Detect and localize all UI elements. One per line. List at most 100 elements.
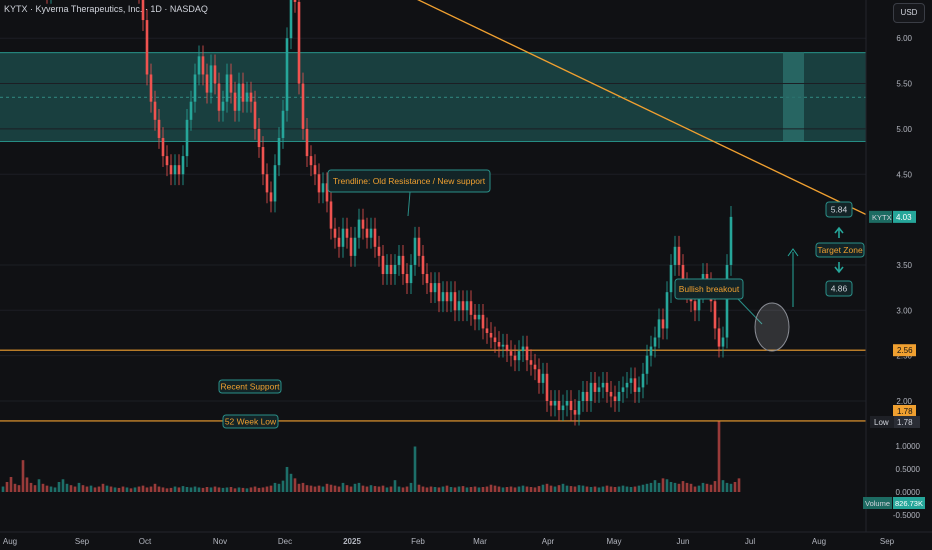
support-price-value: 1.78: [897, 407, 913, 416]
volume-bar: [77, 482, 81, 492]
candle: [521, 346, 525, 352]
volume-bar: [273, 482, 277, 492]
volume-bar: [145, 487, 149, 492]
candle: [353, 237, 357, 256]
volume-bar: [45, 485, 49, 492]
volume-bar: [5, 481, 9, 492]
x-tick-label: Nov: [213, 537, 227, 546]
volume-bar: [69, 485, 73, 492]
last-price-value: 4.03: [896, 213, 912, 222]
candle: [317, 174, 321, 193]
volume-bar: [353, 483, 357, 492]
volume-tag-name: Volume: [865, 499, 890, 508]
candle: [185, 119, 189, 157]
candle: [221, 101, 225, 111]
candle: [397, 255, 401, 265]
volume-bar: [165, 488, 169, 492]
candle: [201, 56, 205, 75]
volume-bar: [637, 485, 641, 492]
candle: [281, 110, 285, 138]
candle: [681, 264, 685, 284]
candle: [673, 246, 677, 265]
volume-bar: [313, 486, 317, 492]
candle: [153, 101, 157, 120]
volume-bar: [681, 481, 685, 492]
candle: [277, 137, 281, 166]
volume-bar: [253, 486, 257, 492]
support-price-value: 2.56: [897, 346, 913, 355]
volume-bar: [469, 486, 473, 492]
volume-bar: [737, 478, 741, 492]
volume-tick-label: 1.0000: [896, 442, 921, 451]
candle: [541, 373, 545, 383]
volume-bar: [249, 487, 253, 492]
low-52w-label: 52 Week Low: [225, 417, 277, 427]
candle: [677, 246, 681, 265]
candle: [337, 237, 341, 247]
volume-bar: [533, 487, 537, 492]
volume-bar: [317, 485, 321, 492]
candle: [417, 237, 421, 256]
x-tick-label: Sep: [75, 537, 90, 546]
volume-bar: [537, 486, 541, 492]
volume-bar: [97, 486, 101, 492]
candle: [557, 401, 561, 411]
volume-bar: [621, 485, 625, 492]
volume-bar: [397, 486, 401, 492]
price-tag-name: Low: [874, 418, 889, 427]
candle: [285, 38, 289, 111]
candle: [545, 373, 549, 401]
x-tick-label: Oct: [139, 537, 152, 546]
volume-bar: [245, 488, 249, 492]
volume-bar: [265, 486, 269, 492]
candle: [373, 228, 377, 247]
y-tick-label: 6.00: [896, 34, 912, 43]
breakout-highlight: [754, 302, 790, 352]
candle: [589, 382, 593, 401]
volume-bar: [585, 486, 589, 492]
volume-bar: [297, 483, 301, 492]
volume-bar: [453, 487, 457, 492]
volume-bar: [193, 486, 197, 492]
x-tick-label: Jul: [745, 537, 755, 546]
candle: [369, 228, 373, 238]
y-tick-label: 5.50: [896, 80, 912, 89]
candle: [437, 283, 441, 302]
volume-bar: [545, 483, 549, 492]
candle: [161, 137, 165, 157]
volume-bar: [709, 484, 713, 492]
volume-bar: [9, 476, 13, 492]
volume-bar: [37, 479, 41, 492]
target-lower-label: 4.86: [831, 284, 848, 294]
volume-bar: [685, 482, 689, 492]
volume-bar: [569, 486, 573, 492]
candle: [169, 165, 173, 175]
candle: [617, 391, 621, 401]
volume-bar: [505, 486, 509, 492]
volume-bar: [61, 479, 65, 492]
candle: [513, 355, 517, 361]
currency-button[interactable]: USD: [893, 3, 925, 23]
volume-bar: [13, 483, 17, 492]
volume-bar: [181, 486, 185, 492]
volume-bar: [129, 488, 133, 492]
target-zone-projection: [783, 52, 804, 142]
candle: [605, 382, 609, 392]
candle: [145, 20, 149, 75]
volume-tag-value-bg: [893, 497, 925, 509]
volume-bar: [713, 481, 717, 492]
volume-bar: [461, 486, 465, 492]
volume-bar: [385, 487, 389, 492]
y-tick-label: 3.50: [896, 261, 912, 270]
candle: [565, 401, 569, 406]
candle: [625, 382, 629, 388]
volume-bar: [345, 485, 349, 492]
volume-bar: [521, 485, 525, 492]
target-up-arrow: [834, 226, 844, 238]
candle: [385, 264, 389, 275]
volume-bar: [697, 485, 701, 492]
price-axis: [866, 0, 932, 532]
candle: [505, 344, 509, 352]
candle: [141, 0, 145, 21]
